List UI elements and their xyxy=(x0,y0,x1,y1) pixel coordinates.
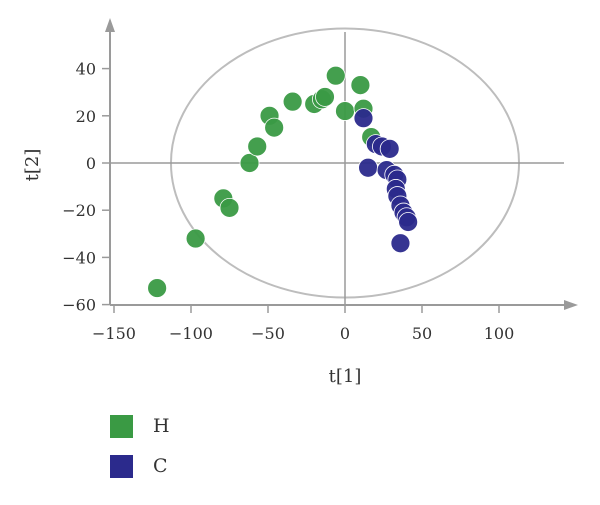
data-point-h xyxy=(350,75,371,96)
legend-label-h: H xyxy=(153,415,170,437)
x-tick-label: 50 xyxy=(412,324,432,343)
legend-label-c: C xyxy=(153,455,168,477)
data-point-c xyxy=(390,233,411,254)
data-point-h xyxy=(335,101,355,121)
legend-swatch-c xyxy=(110,454,133,478)
legend-item-c: C xyxy=(110,454,170,478)
legend: H C xyxy=(110,414,170,495)
data-point-h xyxy=(282,91,303,112)
data-point-h xyxy=(264,117,285,138)
x-tick-label: −100 xyxy=(169,324,213,343)
data-point-h xyxy=(185,228,206,249)
data-point-h xyxy=(247,136,268,157)
data-point-h xyxy=(239,153,260,173)
y-tick-label: −60 xyxy=(62,296,96,315)
data-point-c xyxy=(398,212,419,232)
x-tick-label: 100 xyxy=(484,324,515,343)
y-axis-title: t[2] xyxy=(22,149,43,182)
data-point-c xyxy=(379,138,400,159)
y-axis-arrow xyxy=(105,18,115,32)
x-axis-title: t[1] xyxy=(329,366,362,387)
x-axis-arrow xyxy=(564,300,578,310)
data-point-c xyxy=(353,108,374,129)
y-tick-label: 40 xyxy=(76,60,96,79)
data-point-h xyxy=(315,87,335,107)
y-tick-label: 0 xyxy=(86,154,96,173)
data-point-h xyxy=(219,197,240,218)
legend-item-h: H xyxy=(110,414,170,438)
data-point-h xyxy=(325,65,346,86)
y-tick-label: −40 xyxy=(62,248,96,267)
x-tick-label: −50 xyxy=(251,324,285,343)
y-tick-label: 20 xyxy=(76,107,96,126)
data-point-c xyxy=(358,157,379,178)
x-tick-label: −150 xyxy=(92,324,136,343)
legend-swatch-h xyxy=(110,414,133,438)
x-tick-label: 0 xyxy=(340,324,350,343)
y-tick-label: −20 xyxy=(62,201,96,220)
data-point-h xyxy=(147,278,168,298)
